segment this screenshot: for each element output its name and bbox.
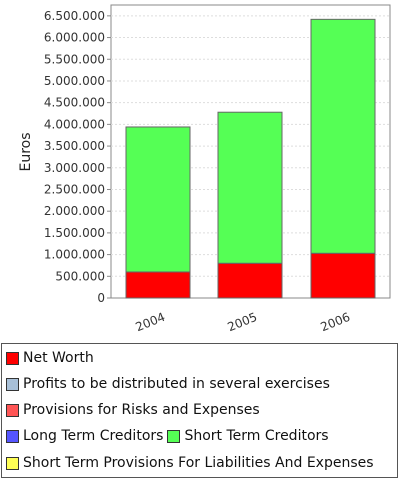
bar-segment bbox=[310, 18, 376, 254]
y-tick-label: 6.500.000 bbox=[44, 9, 105, 23]
legend-swatch bbox=[6, 377, 19, 391]
y-tick-label: 1.500.000 bbox=[44, 226, 105, 240]
y-tick-label: 0 bbox=[97, 291, 105, 305]
legend-swatch bbox=[6, 456, 19, 470]
legend-item: Net Worth bbox=[6, 350, 94, 366]
legend-label: Net Worth bbox=[23, 350, 94, 366]
legend-row: Short Term Provisions For Liabilities An… bbox=[6, 453, 378, 473]
legend-swatch bbox=[6, 403, 19, 417]
legend-label: Long Term Creditors bbox=[23, 428, 164, 444]
x-category-label: 2006 bbox=[319, 310, 353, 334]
y-tick-label: 4.000.000 bbox=[44, 117, 105, 131]
bars bbox=[125, 18, 376, 299]
legend-item: Long Term Creditors bbox=[6, 428, 163, 444]
bar-segment bbox=[125, 271, 191, 299]
legend-row: Profits to be distributed in several exe… bbox=[6, 374, 334, 394]
y-tick-label: 5.500.000 bbox=[44, 52, 105, 66]
y-tick-label: 5.000.000 bbox=[44, 74, 105, 88]
y-tick-label: 4.500.000 bbox=[44, 96, 105, 110]
y-tick-label: 3.500.000 bbox=[44, 139, 105, 153]
legend-item: Provisions for Risks and Expenses bbox=[6, 402, 260, 418]
x-category-label: 2004 bbox=[134, 310, 168, 334]
bar-segment bbox=[217, 111, 283, 264]
legend-label: Short Term Creditors bbox=[184, 428, 329, 444]
y-tick-label: 2.000.000 bbox=[44, 204, 105, 218]
y-tick-label: 6.000.000 bbox=[44, 31, 105, 45]
legend-swatch bbox=[6, 429, 19, 443]
legend-row: Provisions for Risks and Expenses bbox=[6, 400, 264, 420]
y-axis-title: Euros bbox=[18, 132, 34, 171]
bar-segment bbox=[217, 262, 283, 299]
legend-swatch bbox=[167, 429, 181, 443]
legend-label: Profits to be distributed in several exe… bbox=[23, 376, 330, 392]
y-axis-ticks: 0 500.000 1.000.000 1.500.000 2.000.000 2.500… bbox=[44, 9, 111, 305]
y-tick-label: 1.000.000 bbox=[44, 248, 105, 262]
legend-item: Profits to be distributed in several exe… bbox=[6, 376, 330, 392]
stacked-bar-chart: 0 500.000 1.000.000 1.500.000 2.000.000 2.500… bbox=[18, 4, 391, 334]
bar-segment bbox=[125, 126, 191, 273]
legend-label: Short Term Provisions For Liabilities An… bbox=[23, 455, 374, 471]
x-category-label: 2005 bbox=[226, 310, 260, 334]
y-tick-label: 3.000.000 bbox=[44, 161, 105, 175]
y-tick-label: 2.500.000 bbox=[44, 182, 105, 196]
legend-swatch bbox=[6, 351, 19, 365]
legend-row: Long Term Creditors Short Term Creditors bbox=[6, 426, 333, 446]
chart-area: 0 500.000 1.000.000 1.500.000 2.000.000 2.500… bbox=[18, 4, 391, 334]
legend-label: Provisions for Risks and Expenses bbox=[23, 402, 260, 418]
legend: Net Worth Profits to be distributed in se… bbox=[1, 343, 398, 478]
bar-segment bbox=[310, 252, 376, 299]
legend-item: Short Term Provisions For Liabilities An… bbox=[6, 455, 374, 471]
y-tick-label: 500.000 bbox=[55, 269, 105, 283]
x-axis-categories: 2004 2005 2006 bbox=[134, 310, 353, 334]
legend-item: Short Term Creditors bbox=[167, 428, 329, 444]
legend-row: Net Worth bbox=[6, 348, 98, 368]
